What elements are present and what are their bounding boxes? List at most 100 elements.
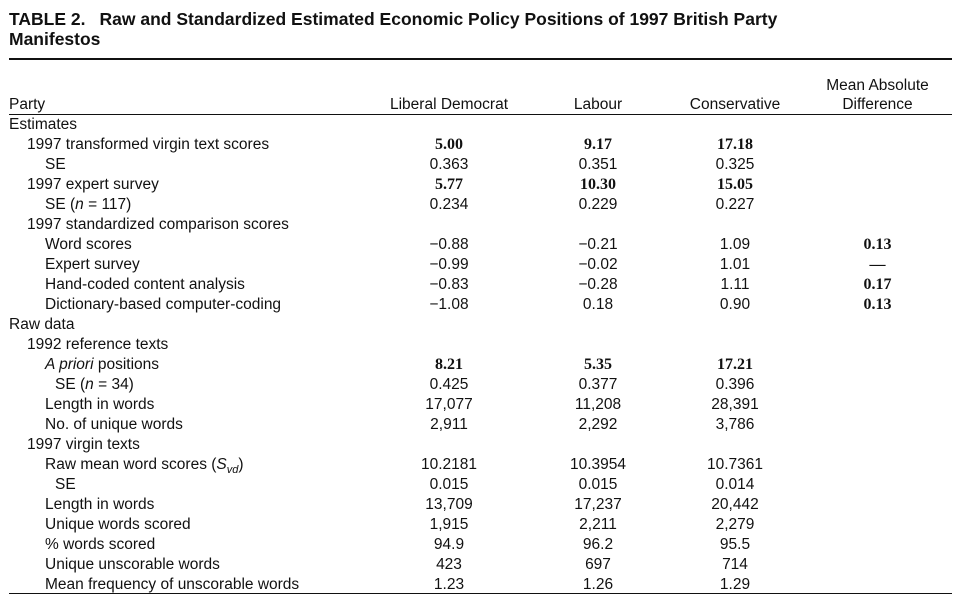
- cell-liberal-democrat: −0.83: [369, 275, 529, 295]
- cell-mean-absolute-difference: [803, 335, 952, 355]
- row-label: A priori positions: [9, 355, 369, 375]
- cell-conservative: 3,786: [667, 415, 803, 435]
- mad-header-line1: Mean Absolute: [826, 77, 929, 94]
- title-rule: [9, 58, 952, 60]
- cell-conservative: 17.21: [667, 355, 803, 375]
- cell-conservative: 1.29: [667, 575, 803, 595]
- cell-conservative: 95.5: [667, 535, 803, 555]
- cell-liberal-democrat: 0.015: [369, 475, 529, 495]
- col-header-liberal-democrat: Liberal Democrat: [369, 74, 529, 115]
- cell-mean-absolute-difference: [803, 395, 952, 415]
- row-label: SE (n = 34): [9, 375, 369, 395]
- cell-liberal-democrat: 0.363: [369, 155, 529, 175]
- cell-conservative: [667, 215, 803, 235]
- cell-labour: −0.02: [529, 255, 667, 275]
- cell-mean-absolute-difference: [803, 415, 952, 435]
- cell-conservative: [667, 315, 803, 335]
- cell-liberal-democrat: 5.00: [369, 135, 529, 155]
- row-label: 1997 standardized comparison scores: [9, 215, 369, 235]
- cell-labour: 0.229: [529, 195, 667, 215]
- cell-liberal-democrat: 5.77: [369, 175, 529, 195]
- cell-mean-absolute-difference: [803, 555, 952, 575]
- table-label: TABLE 2.: [9, 9, 86, 29]
- cell-liberal-democrat: 423: [369, 555, 529, 575]
- cell-conservative: 714: [667, 555, 803, 575]
- cell-labour: 697: [529, 555, 667, 575]
- cell-conservative: 0.227: [667, 195, 803, 215]
- cell-conservative: 0.325: [667, 155, 803, 175]
- row-label: Length in words: [9, 495, 369, 515]
- cell-conservative: 1.01: [667, 255, 803, 275]
- row-label: Expert survey: [9, 255, 369, 275]
- cell-mean-absolute-difference: [803, 215, 952, 235]
- cell-liberal-democrat: −0.99: [369, 255, 529, 275]
- cell-conservative: 17.18: [667, 135, 803, 155]
- cell-liberal-democrat: 0.234: [369, 195, 529, 215]
- cell-labour: 0.18: [529, 295, 667, 315]
- cell-liberal-democrat: [369, 215, 529, 235]
- cell-mean-absolute-difference: [803, 375, 952, 395]
- cell-labour: 96.2: [529, 535, 667, 555]
- table-row: 1997 virgin texts: [9, 435, 952, 455]
- cell-labour: 0.015: [529, 475, 667, 495]
- cell-mean-absolute-difference: [803, 155, 952, 175]
- cell-liberal-democrat: 1.23: [369, 575, 529, 595]
- cell-mean-absolute-difference: [803, 515, 952, 535]
- row-label: 1992 reference texts: [9, 335, 369, 355]
- cell-labour: 0.377: [529, 375, 667, 395]
- cell-labour: [529, 335, 667, 355]
- row-label: Mean frequency of unscorable words: [9, 575, 369, 595]
- table-row: Estimates: [9, 115, 952, 136]
- cell-mean-absolute-difference: [803, 495, 952, 515]
- cell-labour: 5.35: [529, 355, 667, 375]
- cell-labour: 2,292: [529, 415, 667, 435]
- cell-liberal-democrat: [369, 335, 529, 355]
- row-label: Hand-coded content analysis: [9, 275, 369, 295]
- cell-liberal-democrat: 13,709: [369, 495, 529, 515]
- cell-mean-absolute-difference: —: [803, 255, 952, 275]
- cell-labour: [529, 115, 667, 136]
- cell-liberal-democrat: 8.21: [369, 355, 529, 375]
- cell-liberal-democrat: 10.2181: [369, 455, 529, 475]
- row-label: SE (n = 117): [9, 195, 369, 215]
- cell-labour: 17,237: [529, 495, 667, 515]
- cell-mean-absolute-difference: [803, 575, 952, 595]
- cell-mean-absolute-difference: [803, 135, 952, 155]
- row-label: % words scored: [9, 535, 369, 555]
- cell-liberal-democrat: [369, 315, 529, 335]
- cell-labour: 2,211: [529, 515, 667, 535]
- cell-conservative: [667, 115, 803, 136]
- bottom-rule: [9, 593, 952, 594]
- table-row: 1997 standardized comparison scores: [9, 215, 952, 235]
- table-page: TABLE 2.Raw and Standardized Estimated E…: [9, 9, 952, 592]
- row-label: Unique unscorable words: [9, 555, 369, 575]
- cell-mean-absolute-difference: [803, 355, 952, 375]
- row-label: Dictionary-based computer-coding: [9, 295, 369, 315]
- cell-mean-absolute-difference: [803, 475, 952, 495]
- row-label: Raw data: [9, 315, 369, 335]
- col-header-labour: Labour: [529, 74, 667, 115]
- cell-conservative: [667, 335, 803, 355]
- data-table: Party Liberal Democrat Labour Conservati…: [9, 74, 952, 595]
- cell-conservative: 0.014: [667, 475, 803, 495]
- cell-mean-absolute-difference: [803, 315, 952, 335]
- header-row: Party Liberal Democrat Labour Conservati…: [9, 74, 952, 115]
- cell-conservative: 10.7361: [667, 455, 803, 475]
- cell-labour: 0.351: [529, 155, 667, 175]
- cell-mean-absolute-difference: [803, 435, 952, 455]
- table-row: Raw data: [9, 315, 952, 335]
